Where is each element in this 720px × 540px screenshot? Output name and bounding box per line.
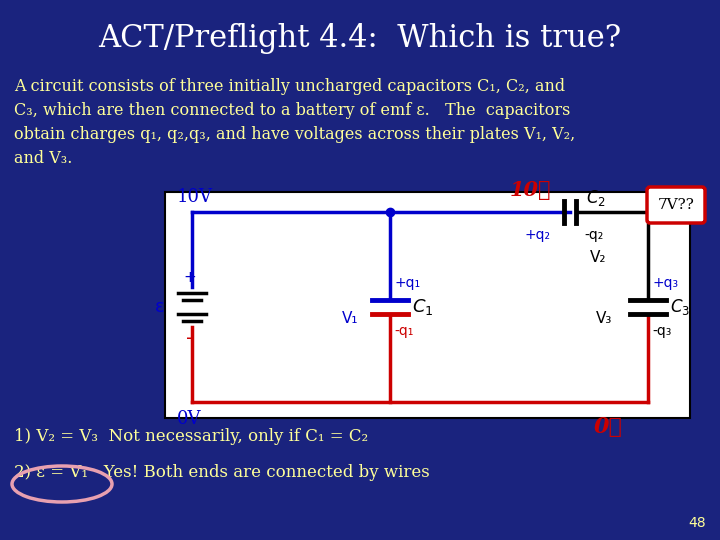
Text: V₃: V₃ (595, 311, 612, 326)
Text: -: - (186, 329, 194, 348)
Text: 2) ε = V₁   Yes! Both ends are connected by wires: 2) ε = V₁ Yes! Both ends are connected b… (14, 464, 430, 481)
Text: 10V: 10V (177, 188, 213, 206)
Text: +q₃: +q₃ (652, 276, 678, 290)
Text: -q₁: -q₁ (394, 324, 413, 338)
Text: -q₃: -q₃ (652, 324, 671, 338)
Text: +q₂: +q₂ (524, 228, 550, 242)
Text: 0✓: 0✓ (593, 416, 622, 438)
Text: 1) V₂ = V₃  Not necessarily, only if C₁ = C₂: 1) V₂ = V₃ Not necessarily, only if C₁ =… (14, 428, 368, 445)
Text: $\it{C}_3$: $\it{C}_3$ (670, 297, 690, 317)
Text: $\it{C}_2$: $\it{C}_2$ (586, 188, 606, 208)
FancyBboxPatch shape (647, 187, 705, 223)
Text: 7V??: 7V?? (657, 198, 694, 212)
Text: ε: ε (154, 298, 164, 316)
Text: +: + (184, 270, 197, 285)
Text: $\it{C}_1$: $\it{C}_1$ (412, 297, 433, 317)
Text: V₂: V₂ (590, 251, 606, 266)
Text: -q₂: -q₂ (584, 228, 603, 242)
Text: 48: 48 (688, 516, 706, 530)
Text: A circuit consists of three initially uncharged capacitors C₁, C₂, and
C₃, which: A circuit consists of three initially un… (14, 78, 575, 167)
Text: V₁: V₁ (341, 311, 358, 326)
Text: 0V: 0V (177, 410, 202, 428)
Bar (165, 192, 690, 418)
Text: +q₁: +q₁ (394, 276, 420, 290)
Text: ACT/Preflight 4.4:  Which is true?: ACT/Preflight 4.4: Which is true? (99, 23, 621, 53)
Text: 10✓: 10✓ (509, 180, 551, 200)
